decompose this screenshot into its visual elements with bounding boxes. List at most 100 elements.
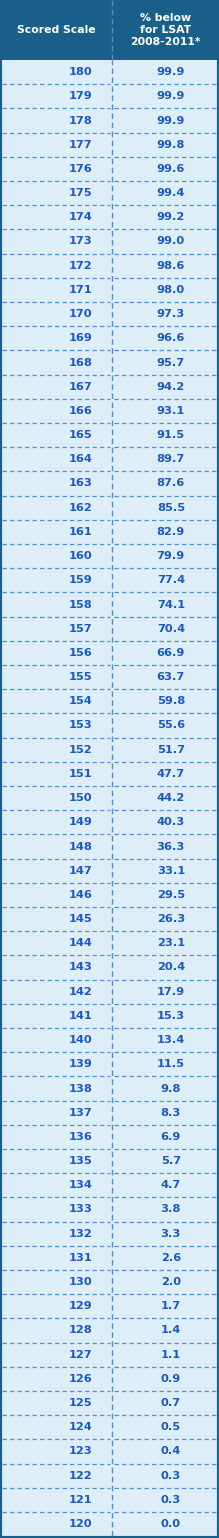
Text: 98.6: 98.6 [157,261,185,271]
Text: 0.3: 0.3 [161,1495,181,1504]
Text: 148: 148 [69,841,93,852]
Text: 99.9: 99.9 [157,91,185,102]
Text: 142: 142 [69,987,92,997]
Text: 26.3: 26.3 [157,914,185,924]
Text: 136: 136 [69,1132,93,1141]
Text: 87.6: 87.6 [157,478,185,489]
Text: 172: 172 [69,261,92,271]
Text: 23.1: 23.1 [157,938,185,949]
Text: 99.9: 99.9 [157,115,185,126]
Text: 99.2: 99.2 [157,212,185,223]
Text: 40.3: 40.3 [157,817,185,827]
Text: 0.3: 0.3 [161,1470,181,1481]
Text: 178: 178 [69,115,92,126]
Text: 51.7: 51.7 [157,744,185,755]
Text: 99.6: 99.6 [157,165,185,174]
Text: 140: 140 [69,1035,92,1046]
Text: 66.9: 66.9 [157,647,185,658]
Text: 151: 151 [69,769,92,778]
Text: 0.4: 0.4 [161,1447,181,1456]
Text: 0.9: 0.9 [161,1373,181,1384]
Text: 157: 157 [69,624,92,634]
Text: 125: 125 [69,1398,92,1409]
Text: 13.4: 13.4 [157,1035,185,1046]
Text: 165: 165 [69,431,92,440]
Text: 146: 146 [69,891,93,900]
Text: 159: 159 [69,575,92,586]
Text: 70.4: 70.4 [157,624,185,634]
Text: 74.1: 74.1 [157,600,185,609]
Text: 175: 175 [69,188,92,198]
Text: 122: 122 [69,1470,92,1481]
Text: 158: 158 [69,600,92,609]
Text: 95.7: 95.7 [157,357,185,368]
Text: 149: 149 [69,817,93,827]
Text: 137: 137 [69,1107,92,1118]
Text: 3.8: 3.8 [161,1204,181,1215]
Text: 141: 141 [69,1010,92,1021]
Text: 99.4: 99.4 [157,188,185,198]
Text: 127: 127 [69,1350,92,1360]
Text: 8.3: 8.3 [161,1107,181,1118]
Text: 97.3: 97.3 [157,309,185,318]
Text: 99.9: 99.9 [157,68,185,77]
Text: 138: 138 [69,1083,93,1094]
Text: 120: 120 [69,1520,92,1529]
Text: 1.7: 1.7 [161,1301,181,1312]
Text: 154: 154 [69,697,92,706]
Text: 170: 170 [69,309,92,318]
Text: 132: 132 [69,1229,92,1238]
Text: 160: 160 [69,551,92,561]
Text: 153: 153 [69,720,92,731]
Text: 0.7: 0.7 [161,1398,181,1409]
Bar [0,0,219,60]
Text: 99.8: 99.8 [157,140,185,149]
Text: 94.2: 94.2 [157,381,185,392]
Text: 79.9: 79.9 [157,551,185,561]
Text: 139: 139 [69,1060,93,1069]
Text: 143: 143 [69,963,93,972]
Text: 0.5: 0.5 [161,1423,181,1432]
Text: % below
for LSAT
2008-2011*: % below for LSAT 2008-2011* [130,12,201,48]
Text: 6.9: 6.9 [161,1132,181,1141]
Text: 152: 152 [69,744,92,755]
Text: 63.7: 63.7 [157,672,185,681]
Text: 17.9: 17.9 [157,987,185,997]
Text: 82.9: 82.9 [157,528,185,537]
Text: 177: 177 [69,140,92,149]
Text: 36.3: 36.3 [157,841,185,852]
Text: 173: 173 [69,237,92,246]
Text: 180: 180 [69,68,92,77]
Text: 134: 134 [69,1180,93,1190]
Text: 174: 174 [69,212,92,223]
Text: 1.4: 1.4 [161,1326,181,1335]
Text: 171: 171 [69,285,92,295]
Text: 89.7: 89.7 [157,454,185,464]
Text: 20.4: 20.4 [157,963,185,972]
Text: 162: 162 [69,503,92,512]
Text: 91.5: 91.5 [157,431,185,440]
Text: 128: 128 [69,1326,92,1335]
Text: 85.5: 85.5 [157,503,185,512]
Text: 150: 150 [69,794,92,803]
Text: 3.3: 3.3 [161,1229,181,1238]
Text: 29.5: 29.5 [157,891,185,900]
Text: 59.8: 59.8 [157,697,185,706]
Text: 144: 144 [69,938,93,949]
Text: 167: 167 [69,381,92,392]
Text: 169: 169 [69,334,93,343]
Text: 123: 123 [69,1447,92,1456]
Text: 4.7: 4.7 [161,1180,181,1190]
Text: 124: 124 [69,1423,92,1432]
Text: 135: 135 [69,1157,92,1166]
Text: 93.1: 93.1 [157,406,185,415]
Text: 168: 168 [69,357,93,368]
Text: 163: 163 [69,478,93,489]
Text: 131: 131 [69,1253,92,1263]
Text: 33.1: 33.1 [157,866,185,875]
Text: 98.0: 98.0 [157,285,185,295]
Text: 166: 166 [69,406,93,415]
Text: 5.7: 5.7 [161,1157,181,1166]
Text: 145: 145 [69,914,92,924]
Text: Scored Scale: Scored Scale [17,25,95,35]
